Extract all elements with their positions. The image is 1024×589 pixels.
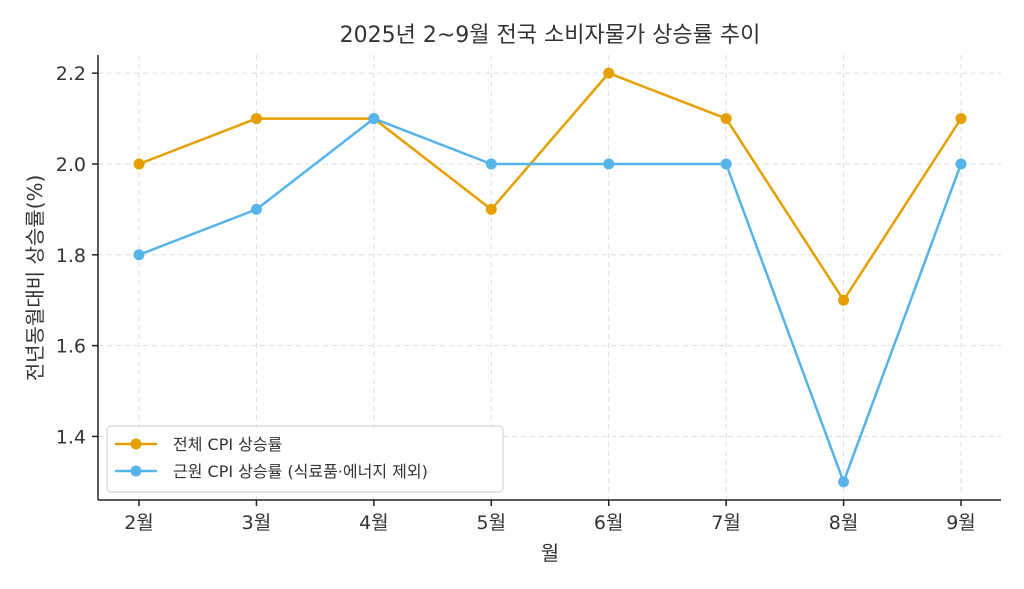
series-group	[133, 67, 967, 488]
data-point	[133, 249, 145, 261]
x-tick-label: 3월	[242, 512, 272, 534]
x-tick-label: 4월	[359, 512, 389, 534]
x-tick-label: 2월	[124, 512, 154, 534]
data-point	[485, 203, 497, 215]
x-tick-label: 5월	[476, 512, 506, 534]
data-point	[720, 113, 732, 125]
data-point	[838, 476, 850, 488]
series-line-0	[138, 71, 963, 303]
data-point	[485, 158, 497, 170]
x-tick-label: 6월	[594, 512, 624, 534]
data-point	[133, 158, 145, 170]
x-tick-label: 8월	[829, 512, 859, 534]
x-tick-label: 9월	[946, 512, 976, 534]
y-tick-label: 2.0	[56, 154, 86, 176]
data-point	[838, 294, 850, 306]
x-axis-label: 월	[541, 541, 559, 565]
series-line-1	[138, 117, 963, 486]
legend-label: 근원 CPI 상승률 (식료품·에너지 제외)	[173, 462, 428, 481]
legend-label: 전체 CPI 상승률	[173, 435, 282, 454]
y-axis-label: 전년동월대비 상승률(%)	[23, 175, 47, 382]
y-tick-label: 1.6	[56, 336, 86, 358]
data-point	[955, 158, 967, 170]
data-point	[368, 113, 380, 125]
data-point	[603, 67, 615, 79]
y-tick-label: 1.4	[56, 426, 86, 448]
data-point	[720, 158, 732, 170]
axes: 2월 3월 4월 5월 6월 7월 8월 9월 1.4 1.6 1.8 2.0 2.2	[56, 55, 1001, 534]
data-point	[250, 113, 262, 125]
y-tick-label: 1.8	[56, 245, 86, 267]
y-tick-label: 2.2	[56, 63, 86, 85]
legend-marker	[130, 465, 142, 477]
x-tick-label: 7월	[711, 512, 741, 534]
legend-box	[106, 425, 504, 493]
chart-title: 2025년 2~9월 전국 소비자물가 상승률 추이	[340, 23, 761, 48]
data-point	[955, 113, 967, 125]
data-point	[603, 158, 615, 170]
legend-marker	[130, 438, 142, 450]
data-point	[250, 203, 262, 215]
